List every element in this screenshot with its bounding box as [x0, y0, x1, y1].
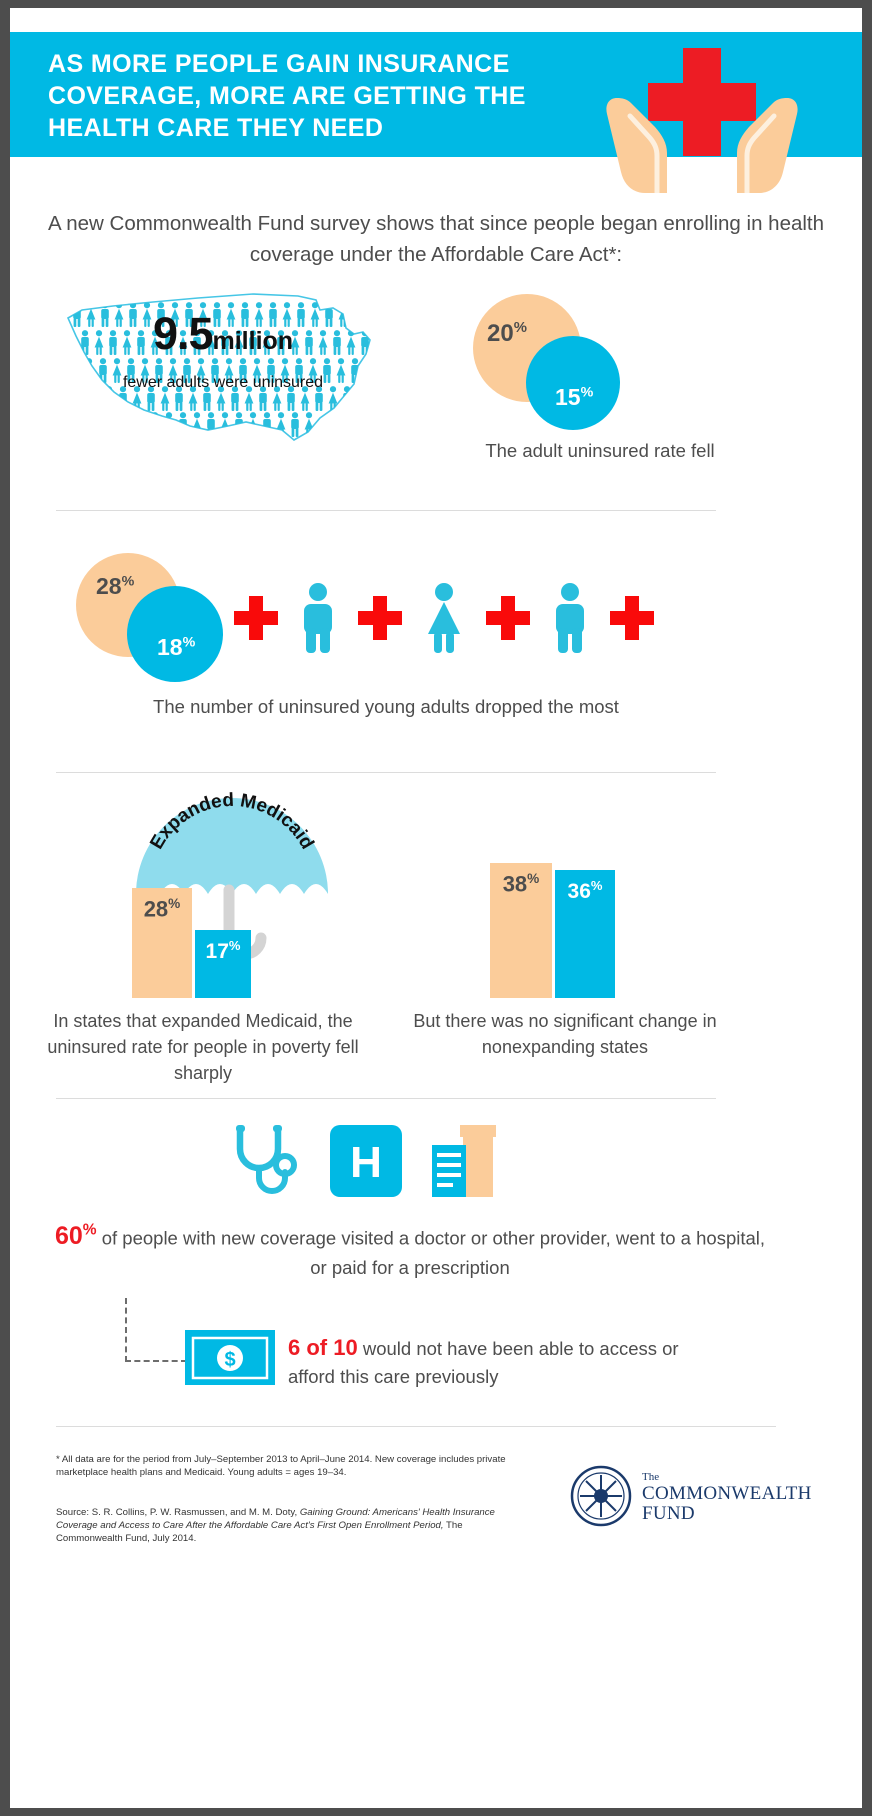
umbrella-icon: Expanded Medicaid	[128, 790, 336, 965]
source-title: Gaining Ground: Americans' Health Insura…	[56, 1507, 495, 1531]
divider	[56, 772, 716, 773]
source-prefix: Source: S. R. Collins, P. W. Rasmussen, …	[56, 1507, 300, 1518]
care-icon-row: H	[230, 1123, 550, 1203]
young-adults-icon-row	[232, 570, 712, 670]
us-map-people-icon	[58, 280, 388, 460]
page-title: AS MORE PEOPLE GAIN INSURANCE COVERAGE, …	[48, 50, 526, 142]
uninsured-before-value: 20%	[487, 320, 527, 347]
commonwealth-fund-logo: The COMMONWEALTH FUND	[570, 1463, 820, 1533]
medicaid-nonexpanding-bars: 38% 36%	[490, 863, 620, 998]
bar-expanded-after-value: 17%	[205, 938, 241, 963]
divider	[56, 1426, 776, 1427]
commonwealth-fund-seal-icon	[570, 1465, 632, 1532]
care-stat-text: of people with new coverage visited a do…	[96, 1227, 766, 1279]
big-number-value: 9.5	[152, 308, 214, 359]
logo-line-1: The	[642, 1471, 660, 1484]
young-adults-after-value: 18%	[157, 634, 196, 660]
svg-text:$: $	[224, 1349, 235, 1371]
care-sub-stat-number: 6 of 10	[288, 1335, 358, 1360]
bar-nonexp-after: 36%	[555, 870, 615, 998]
medicaid-nonexpanding-caption: But there was no significant change in n…	[413, 1011, 717, 1057]
young-adults-caption: The number of uninsured young adults dro…	[153, 696, 619, 717]
big-number-unit: million	[212, 327, 294, 355]
hospital-icon: H	[330, 1124, 402, 1202]
bar-nonexp-after-value: 36%	[567, 878, 603, 903]
cross-icon	[232, 594, 280, 647]
logo-line-3: FUND	[642, 1502, 695, 1524]
dollar-bill-icon: $	[185, 1330, 275, 1385]
big-number-caption: fewer adults were uninsured	[122, 374, 324, 391]
big-number: 9.5million	[58, 308, 388, 360]
subtitle: A new Commonwealth Fund survey shows tha…	[47, 212, 825, 266]
uninsured-after-circle: 15%	[526, 336, 620, 430]
uninsured-rate-caption: The adult uninsured rate fell	[485, 440, 715, 461]
cross-icon	[484, 594, 532, 647]
care-stat-line: 60% of people with new coverage visited …	[50, 1216, 770, 1283]
young-adults-after-circle: 18%	[127, 586, 223, 682]
infographic-canvas: AS MORE PEOPLE GAIN INSURANCE COVERAGE, …	[10, 8, 862, 1808]
woman-icon	[424, 582, 464, 659]
man-icon	[552, 582, 588, 659]
bar-expanded-before-value: 28%	[143, 896, 181, 922]
medicaid-expanded-bars: 28% 17%	[132, 888, 272, 998]
hands-holding-red-cross-icon	[605, 28, 835, 196]
young-adults-before-value: 28%	[96, 573, 135, 599]
care-stat-number: 60%	[54, 1222, 97, 1251]
footnote: * All data are for the period from July–…	[56, 1454, 506, 1478]
care-sub-stat-text: would not have been able to access or af…	[288, 1338, 679, 1387]
source-suffix: The Commonwealth Fund, July 2014.	[56, 1520, 463, 1544]
svg-text:H: H	[350, 1138, 382, 1187]
dashed-connector	[125, 1298, 187, 1362]
bar-expanded-after: 17%	[195, 930, 251, 998]
logo-wordmark: The COMMONWEALTH FUND	[642, 1472, 812, 1523]
bar-nonexp-before: 38%	[490, 863, 552, 998]
medicaid-expanded-caption: In states that expanded Medicaid, the un…	[47, 1011, 359, 1083]
uninsured-after-value: 15%	[555, 384, 594, 410]
bar-expanded-before: 28%	[132, 888, 192, 998]
source-citation: Source: S. R. Collins, P. W. Rasmussen, …	[56, 1506, 526, 1545]
prescription-bottle-icon	[430, 1123, 514, 1204]
divider	[56, 1098, 716, 1099]
cross-icon	[608, 594, 656, 647]
cross-icon	[356, 594, 404, 647]
bar-nonexp-before-value: 38%	[502, 871, 540, 897]
divider	[56, 510, 716, 511]
logo-line-2: COMMONWEALTH	[642, 1482, 812, 1504]
care-sub-stat-line: 6 of 10 would not have been able to acce…	[288, 1334, 708, 1391]
man-icon	[300, 582, 336, 659]
stethoscope-icon	[230, 1123, 302, 1204]
